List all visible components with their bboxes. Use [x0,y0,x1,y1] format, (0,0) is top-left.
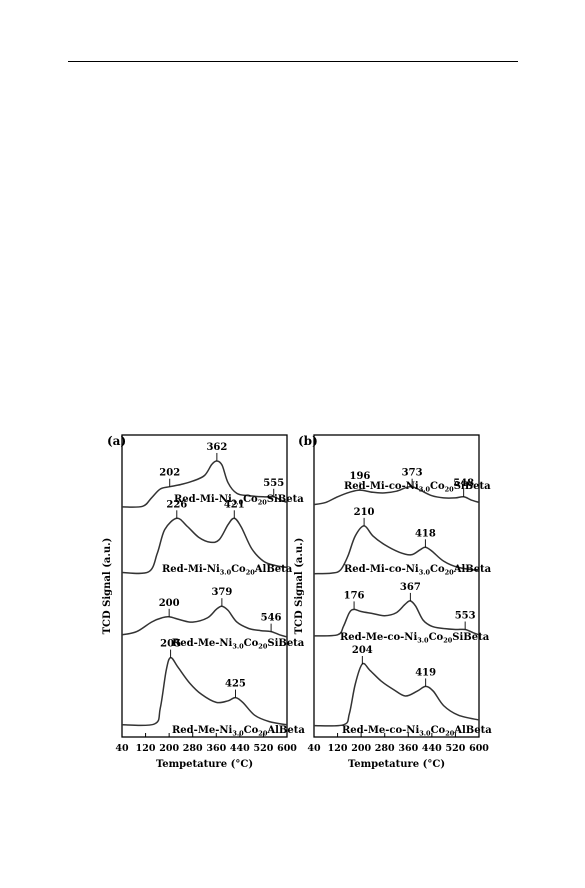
series-line [313,525,480,575]
peak-label: 421 [224,499,245,510]
x-tick-label: 440 [230,743,250,754]
x-tick-label: 520 [446,743,466,754]
peak-label: 546 [261,613,282,624]
series-label: Red-Me-co-Ni3.0Co20AlBeta [342,725,492,738]
peak-label: 548 [453,478,474,489]
panel-label: (a) [107,434,126,448]
panel-b: (b)TCD Signal (a.u.)40 120 200 280 360 440 520… [294,434,492,770]
peak-label: 202 [159,468,180,479]
series-label: Red-Me-Ni3.0Co20SiBeta [172,638,305,651]
peak-label: 362 [206,442,227,453]
peak-label: 419 [415,667,436,678]
series-label: Red-Mi-co-Ni3.0Co20AlBeta [344,564,492,577]
x-tick-label: 280 [375,743,395,754]
x-tick-label: 120 [136,743,156,754]
series-label: Red-Mi-Ni3.0Co20SiBeta [174,494,304,507]
series-label: Red-Mi-Ni3.0Co20AlBeta [162,564,293,577]
x-tick-label: 600 [469,743,489,754]
page-header-rule [68,61,518,62]
series-line [121,605,288,638]
series-line [121,517,288,575]
x-tick-label: 360 [398,743,418,754]
series-line [313,600,480,637]
peak-label: 205 [160,639,181,650]
panel-a: (a)TCD Signal (a.u.)40 120 200 280 360 440 520… [102,434,305,770]
peak-label: 196 [350,471,371,482]
x-axis-label: Tempetature (°C) [156,759,253,770]
y-axis-label: TCD Signal (a.u.) [102,538,113,635]
series-line [121,460,288,508]
peak-label: 367 [400,582,421,593]
x-tick-label: 40 [307,743,321,754]
x-tick-label: 600 [277,743,297,754]
peak-label: 210 [354,507,375,518]
peak-label: 200 [159,598,180,609]
peak-label: 379 [211,587,232,598]
series-line [313,662,480,727]
peak-label: 373 [402,468,423,479]
peak-label: 553 [455,611,476,622]
x-tick-label: 200 [159,743,179,754]
peak-label: 226 [166,499,187,510]
peak-label: 418 [415,528,436,539]
x-tick-label: 520 [254,743,274,754]
peak-label: 555 [263,478,284,489]
series-line [313,485,480,506]
plot-frame [121,434,288,738]
x-tick-label: 40 [115,743,129,754]
x-tick-label: 360 [206,743,226,754]
series-label: Red-Me-co-Ni3.0Co20SiBeta [340,632,490,645]
peak-label: 204 [352,645,373,656]
x-tick-label: 440 [422,743,442,754]
panel-label: (b) [298,434,318,448]
peak-label: 176 [344,590,365,601]
x-tick-label: 280 [183,743,203,754]
series-line [121,656,288,727]
plot-frame [313,434,480,738]
x-tick-label: 200 [351,743,371,754]
series-label: Red-Mi-co-Ni3.0Co20SiBeta [344,481,491,494]
x-tick-label: 120 [328,743,348,754]
y-axis-label: TCD Signal (a.u.) [294,538,305,635]
peak-label: 425 [225,679,246,690]
x-axis-label: Tempetature (°C) [348,759,445,770]
series-label: Red-Me-Ni3.0Co20AlBeta [172,725,305,738]
